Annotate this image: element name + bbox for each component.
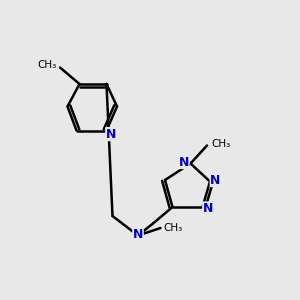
- Text: N: N: [106, 128, 116, 141]
- Text: N: N: [210, 173, 220, 187]
- Text: CH₃: CH₃: [212, 139, 231, 149]
- Text: CH₃: CH₃: [164, 223, 183, 233]
- Text: N: N: [179, 155, 189, 169]
- Text: N: N: [133, 227, 143, 241]
- Text: CH₃: CH₃: [38, 59, 57, 70]
- Text: N: N: [203, 202, 213, 215]
